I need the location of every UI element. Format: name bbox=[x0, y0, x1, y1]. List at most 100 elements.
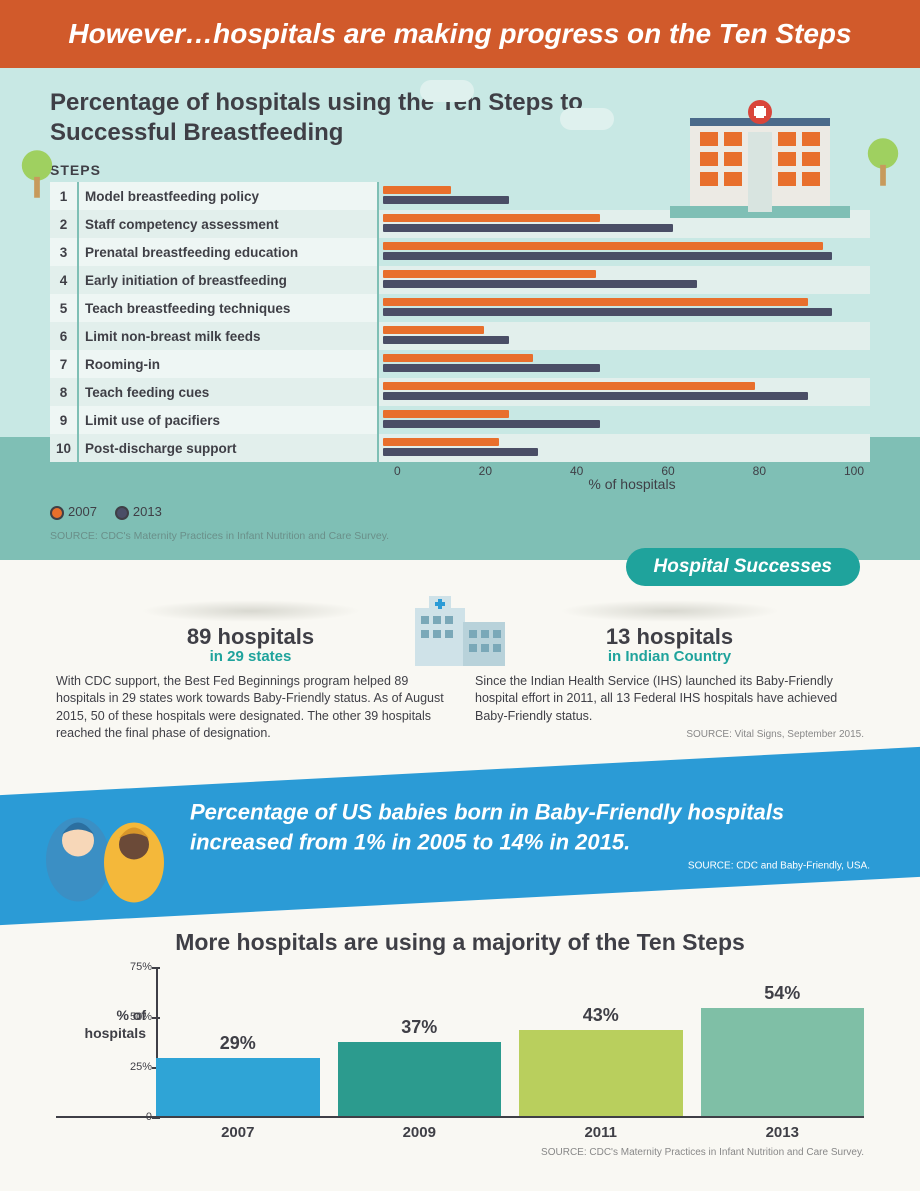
badge-container: Hospital Successes bbox=[0, 548, 920, 586]
step-number: 8 bbox=[50, 378, 78, 406]
bar-column: 54% bbox=[701, 968, 865, 1116]
legend: 2007 2013 bbox=[50, 504, 870, 520]
step-label: Prenatal breastfeeding education bbox=[78, 238, 378, 266]
mid-left-text: With CDC support, the Best Fed Beginning… bbox=[56, 673, 445, 743]
tree-icon bbox=[864, 136, 902, 188]
step-number: 5 bbox=[50, 294, 78, 322]
bar-2013 bbox=[383, 448, 538, 456]
source-text: SOURCE: CDC's Maternity Practices in Inf… bbox=[50, 530, 870, 542]
bar-2007 bbox=[383, 326, 484, 334]
blue-band-content: Percentage of US babies born in Baby-Fri… bbox=[190, 797, 870, 871]
bar-value: 54% bbox=[764, 983, 800, 1004]
bar bbox=[156, 1058, 320, 1116]
mid-left-title: 89 hospitals bbox=[56, 624, 445, 650]
legend-item-2013: 2013 bbox=[115, 504, 162, 520]
bar-2013 bbox=[383, 252, 832, 260]
hospital-successes-badge: Hospital Successes bbox=[626, 548, 860, 586]
bar-value: 43% bbox=[583, 1005, 619, 1026]
bottom-title: More hospitals are using a majority of t… bbox=[56, 929, 864, 956]
x-label: 2011 bbox=[519, 1124, 683, 1141]
x-axis-labels: 2007 2009 2011 2013 bbox=[56, 1124, 864, 1141]
legend-label-2013: 2013 bbox=[133, 504, 162, 519]
blue-band-source: SOURCE: CDC and Baby-Friendly, USA. bbox=[190, 860, 870, 871]
bar-2007 bbox=[383, 382, 755, 390]
header-text: However…hospitals are making progress on… bbox=[68, 18, 851, 49]
bar-2013 bbox=[383, 392, 808, 400]
mid-left-col: 89 hospitals in 29 states With CDC suppo… bbox=[56, 600, 445, 743]
legend-label-2007: 2007 bbox=[68, 504, 97, 519]
step-number: 3 bbox=[50, 238, 78, 266]
tree-icon bbox=[18, 148, 56, 200]
step-label: Staff competency assessment bbox=[78, 210, 378, 238]
step-label: Model breastfeeding policy bbox=[78, 182, 378, 210]
step-number: 7 bbox=[50, 350, 78, 378]
bar-column: 37% bbox=[338, 968, 502, 1116]
mid-left-sub: in 29 states bbox=[56, 648, 445, 665]
cloud-icon bbox=[560, 108, 614, 130]
babies-icon bbox=[38, 804, 178, 904]
x-label: 2009 bbox=[338, 1124, 502, 1141]
blue-band-text: Percentage of US babies born in Baby-Fri… bbox=[190, 797, 870, 856]
bar-2007 bbox=[383, 354, 533, 362]
bar-2013 bbox=[383, 308, 832, 316]
bar-2007 bbox=[383, 270, 596, 278]
bar-2007 bbox=[383, 438, 499, 446]
step-label: Limit non-breast milk feeds bbox=[78, 322, 378, 350]
step-number: 9 bbox=[50, 406, 78, 434]
mid-right-source: SOURCE: Vital Signs, September 2015. bbox=[475, 729, 864, 740]
bar-2013 bbox=[383, 280, 697, 288]
step-label: Limit use of pacifiers bbox=[78, 406, 378, 434]
bar-cell bbox=[378, 238, 870, 266]
horizontal-bar-chart: 1 Model breastfeeding policy 2 Staff com… bbox=[50, 182, 870, 462]
step-label: Rooming-in bbox=[78, 350, 378, 378]
bar bbox=[519, 1030, 683, 1116]
bar-2013 bbox=[383, 196, 509, 204]
bar-2013 bbox=[383, 336, 509, 344]
bar bbox=[338, 1042, 502, 1116]
bar-2007 bbox=[383, 214, 600, 222]
bar-cell bbox=[378, 294, 870, 322]
bottom-source: SOURCE: CDC's Maternity Practices in Inf… bbox=[56, 1147, 864, 1158]
shadow bbox=[560, 600, 780, 622]
shadow bbox=[141, 600, 361, 622]
chart-title: Percentage of hospitals using the Ten St… bbox=[50, 88, 610, 148]
step-number: 4 bbox=[50, 266, 78, 294]
bar-column: 43% bbox=[519, 968, 683, 1116]
bar-cell bbox=[378, 350, 870, 378]
bar-2007 bbox=[383, 186, 451, 194]
bar-value: 37% bbox=[401, 1017, 437, 1038]
bar-cell bbox=[378, 266, 870, 294]
bar-cell bbox=[378, 182, 870, 210]
bar-2007 bbox=[383, 410, 509, 418]
header-band: However…hospitals are making progress on… bbox=[0, 0, 920, 68]
bar-cell bbox=[378, 322, 870, 350]
bar-2013 bbox=[383, 420, 600, 428]
step-label: Teach feeding cues bbox=[78, 378, 378, 406]
infographic-page: However…hospitals are making progress on… bbox=[0, 0, 920, 1172]
bar-cell bbox=[378, 434, 870, 462]
bar-value: 29% bbox=[220, 1033, 256, 1054]
step-number: 2 bbox=[50, 210, 78, 238]
step-label: Post-discharge support bbox=[78, 434, 378, 462]
legend-item-2007: 2007 bbox=[50, 504, 97, 520]
bar-column: 29% bbox=[156, 968, 320, 1116]
bar-2007 bbox=[383, 298, 808, 306]
swatch-2007 bbox=[50, 506, 64, 520]
step-label: Early initiation of breastfeeding bbox=[78, 266, 378, 294]
mid-section: 89 hospitals in 29 states With CDC suppo… bbox=[0, 586, 920, 761]
blue-band: Percentage of US babies born in Baby-Fri… bbox=[0, 746, 920, 925]
bar-cell bbox=[378, 378, 870, 406]
sky-section: Percentage of hospitals using the Ten St… bbox=[0, 68, 920, 560]
vertical-bar-chart: % of hospitals 025%50%75%29% 37% 43% 54% bbox=[56, 968, 864, 1118]
mid-right-col: 13 hospitals in Indian Country Since the… bbox=[475, 600, 864, 743]
bar-2013 bbox=[383, 224, 673, 232]
step-number: 10 bbox=[50, 434, 78, 462]
bar-2013 bbox=[383, 364, 600, 372]
x-label: 2007 bbox=[156, 1124, 320, 1141]
x-label: 2013 bbox=[701, 1124, 865, 1141]
mid-right-text: Since the Indian Health Service (IHS) la… bbox=[475, 673, 864, 726]
hospital-icon bbox=[405, 592, 515, 672]
bar-2007 bbox=[383, 242, 823, 250]
bar bbox=[701, 1008, 865, 1116]
bar-cell bbox=[378, 406, 870, 434]
